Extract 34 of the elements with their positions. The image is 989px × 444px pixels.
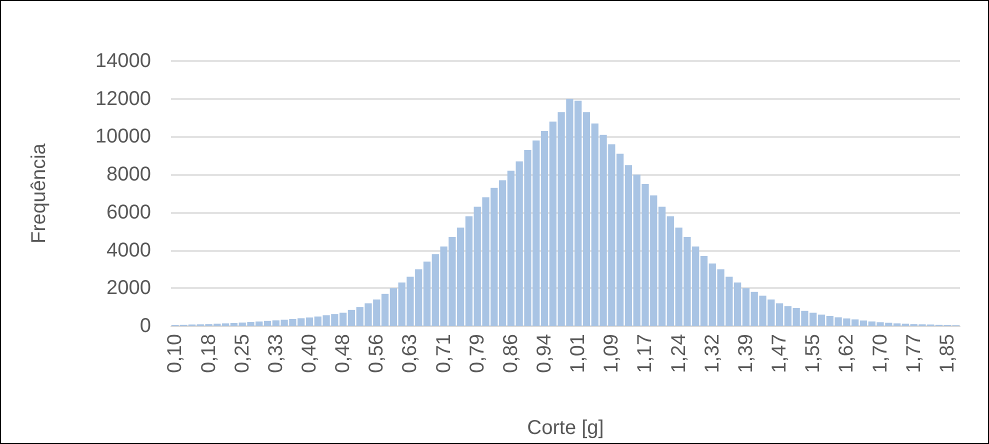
x-tick-label: 1,55 [802, 334, 824, 373]
x-tick-label: 1,70 [869, 334, 892, 373]
x-tick-label: 0,40 [298, 334, 320, 373]
x-tick-label: 1,09 [600, 334, 623, 373]
x-tick-label: 1,62 [836, 334, 858, 373]
y-tick-label: 8000 [106, 164, 151, 186]
x-tick-label: 1,17 [634, 334, 656, 373]
y-tick-label: 12000 [95, 88, 151, 110]
y-tick-label: 14000 [95, 50, 151, 72]
x-tick-label: 1,24 [668, 334, 690, 373]
x-tick-label: 0,56 [366, 334, 388, 373]
x-tick-label: 1,32 [701, 334, 724, 373]
x-tick-label: 0,18 [198, 334, 220, 373]
x-tick-label: 0,71 [432, 334, 455, 373]
y-tick-label: 6000 [106, 201, 151, 224]
x-tick-label: 1,85 [936, 334, 958, 373]
y-tick-label: 2000 [106, 277, 151, 300]
x-tick-label: 0,79 [466, 334, 488, 373]
y-tick-label: 0 [140, 315, 151, 337]
x-tick-label: 0,48 [332, 334, 354, 373]
y-tick-label: 4000 [106, 239, 151, 262]
x-axis-title: Corte [g] [527, 417, 604, 439]
x-tick-label: 0,86 [500, 334, 522, 373]
x-tick-label: 1,77 [902, 334, 925, 373]
x-tick-label: 1,39 [734, 334, 757, 373]
x-tick-label: 1,47 [768, 334, 791, 373]
y-tick-label: 10000 [95, 126, 151, 148]
x-tick-label: 0,63 [399, 334, 422, 373]
x-tick-label: 0,33 [264, 334, 287, 373]
x-tick-label: 0,10 [164, 334, 186, 373]
x-tick-label: 0,25 [231, 334, 254, 373]
x-tick-label: 0,94 [534, 334, 556, 373]
x-tick-label: 1,01 [567, 334, 590, 373]
y-axis-title: Frequência [28, 142, 50, 244]
